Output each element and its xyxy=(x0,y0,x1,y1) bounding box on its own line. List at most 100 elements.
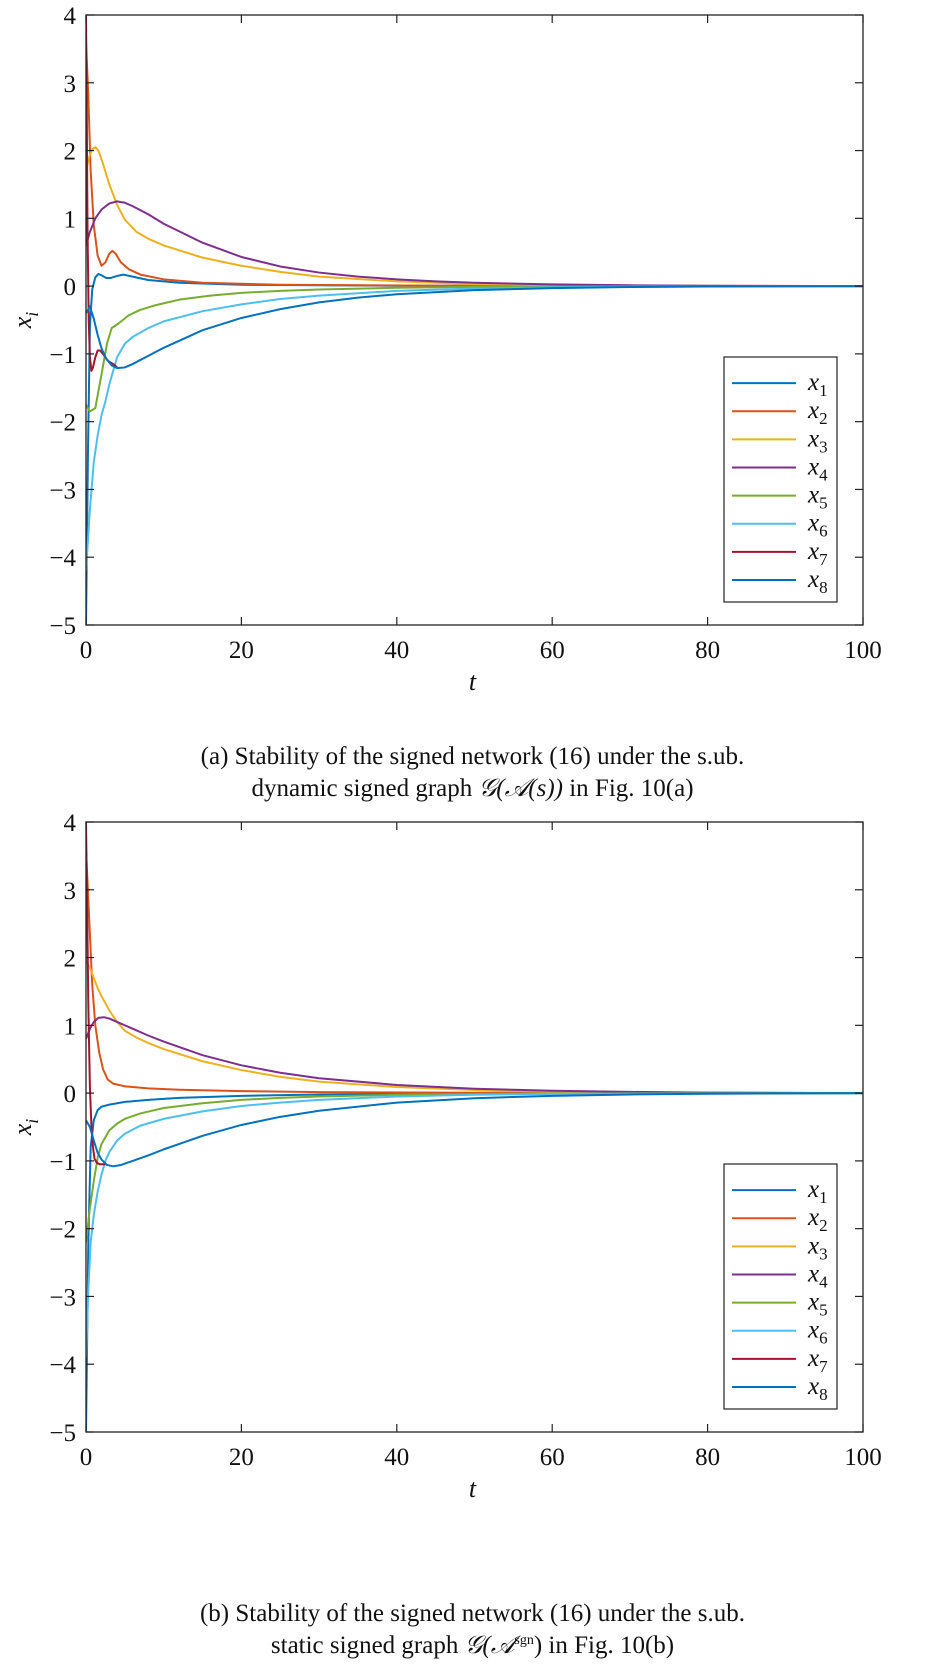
panel-a-legend-label-main: x xyxy=(807,538,819,565)
panel-a-ylabel: xi xyxy=(8,312,42,330)
panel-b-series-x6 xyxy=(86,1092,863,1358)
panel-b-legend-label-x5: x5 xyxy=(807,1289,828,1320)
panel-b-xtick-label: 40 xyxy=(384,1444,409,1471)
panel-b-legend-label-main: x xyxy=(807,1176,819,1203)
panel-b-axes-box xyxy=(85,821,864,1433)
panel-b-ytick-label: 1 xyxy=(64,1013,77,1040)
panel-b-xtick-label: 80 xyxy=(695,1444,720,1471)
caption-a-graph-symbol: 𝒢(𝒜(s)) xyxy=(478,775,563,802)
panel-b-legend-label-main: x xyxy=(807,1373,819,1400)
panel-b-legend-label-sub: 6 xyxy=(819,1329,828,1348)
panel-a-ytick-label: 1 xyxy=(64,206,77,233)
caption-b-graph-close: ) xyxy=(533,1632,543,1659)
panel-a-xlabel: t xyxy=(469,667,477,696)
panel-b-legend-label-x8: x8 xyxy=(807,1373,828,1404)
panel-a-series-x2 xyxy=(86,42,863,288)
caption-a-pre: dynamic signed graph xyxy=(251,775,479,802)
panel-b-ylabel: xi xyxy=(8,1119,42,1137)
panel-a-ytick-label: 0 xyxy=(64,274,77,301)
panel-b-legend-label-x7: x7 xyxy=(807,1345,828,1376)
panel-a-axes-box xyxy=(85,14,864,626)
panel-a-xtick-label: 40 xyxy=(384,637,409,664)
panel-a-legend-label-main: x xyxy=(807,510,819,537)
panel-b-series-group xyxy=(86,822,863,1432)
panel-a-ytick-label: −4 xyxy=(49,545,76,572)
panel-b-xlabel: t xyxy=(469,1474,477,1503)
panel-b-legend-label-main: x xyxy=(807,1289,819,1316)
panel-a-ytick-label: −3 xyxy=(49,477,76,504)
panel-b-legend-label-main: x xyxy=(807,1260,819,1287)
panel-b-legend-box xyxy=(723,1163,838,1410)
panel-b-ylabel-sub: i xyxy=(22,1119,42,1124)
panel-a-legend-label-sub: 7 xyxy=(819,550,828,569)
panel-b-legend-label-sub: 3 xyxy=(819,1244,828,1263)
panel-b-legend-label-main: x xyxy=(807,1317,819,1344)
panel-a-xtick-label: 60 xyxy=(540,637,565,664)
panel-b-legend-label-x6: x6 xyxy=(807,1317,828,1348)
panel-a-legend-label-main: x xyxy=(807,397,819,424)
panel-b-ytick-label: −1 xyxy=(49,1149,76,1176)
panel-a-ylabel-sub: i xyxy=(22,312,42,317)
panel-b-series-x7 xyxy=(86,822,107,1166)
panel-a-series-x4 xyxy=(86,200,863,288)
panel-a-legend-label-sub: 4 xyxy=(819,465,828,484)
panel-b-legend-label-x4: x4 xyxy=(807,1260,828,1291)
caption-a-post: in Fig. 10(a) xyxy=(562,775,694,802)
panel-b-ytick-label: 2 xyxy=(64,946,77,973)
panel-b-ylabel-main: x xyxy=(8,1123,37,1136)
panel-b-legend-label-x1: x1 xyxy=(807,1176,828,1207)
caption-b-line2: static signed graph 𝒢(𝒜sgn) in Fig. 10(b… xyxy=(0,1630,945,1662)
panel-a-legend-label-x3: x3 xyxy=(807,425,828,456)
panel-a-legend-label-x7: x7 xyxy=(807,538,828,569)
panel-b-legend-label-sub: 5 xyxy=(819,1301,828,1320)
panel-b-legend-label-main: x xyxy=(807,1204,819,1231)
caption-a: (a) Stability of the signed network (16)… xyxy=(0,741,945,805)
panel-a-legend-label-sub: 8 xyxy=(819,578,828,597)
panel-b-legend-label-sub: 2 xyxy=(819,1216,828,1235)
panel-b-legend-label-main: x xyxy=(807,1232,819,1259)
panel-b-chart: 0 20 40 60 80 100−5−4−3−2−101234txix1x2x3x4x5… xyxy=(8,810,882,1503)
panel-b-series-x4 xyxy=(86,1016,863,1095)
panel-a-legend-label-main: x xyxy=(807,425,819,452)
panel-a-legend-label-main: x xyxy=(807,453,819,480)
panel-a-series-x5 xyxy=(86,285,863,413)
panel-b-legend-label-sub: 4 xyxy=(819,1272,828,1291)
panel-b-legend-label-main: x xyxy=(807,1345,819,1372)
panel-b-legend-label-sub: 1 xyxy=(819,1188,828,1207)
panel-b-ytick-label: 3 xyxy=(64,878,77,905)
panel-b-xtick-label: 0 xyxy=(80,1444,93,1471)
panel-b-series-x3 xyxy=(86,960,863,1095)
panel-a-ytick-label: 3 xyxy=(64,71,77,98)
panel-a-xtick-label: 20 xyxy=(229,637,254,664)
panel-b-legend-label-x2: x2 xyxy=(807,1204,828,1235)
panel-a-chart: 0 20 40 60 80 100−5−4−3−2−101234txix1x2x3x4x5… xyxy=(8,3,882,696)
panel-b-ytick-label: −3 xyxy=(49,1284,76,1311)
panel-b-ytick-label: 0 xyxy=(64,1081,77,1108)
panel-a-legend-label-x2: x2 xyxy=(807,397,828,428)
panel-a-xtick-label: 80 xyxy=(695,637,720,664)
panel-a-legend-label-x5: x5 xyxy=(807,482,828,513)
caption-b-pre: static signed graph xyxy=(270,1632,465,1659)
panel-b-legend-label-x3: x3 xyxy=(807,1232,828,1263)
panel-a-ytick-label: −2 xyxy=(49,410,76,437)
panel-a-series-x6 xyxy=(86,285,863,571)
caption-b-graph-symbol: 𝒢(𝒜 xyxy=(464,1632,515,1659)
panel-b-legend-label-sub: 7 xyxy=(819,1357,828,1376)
panel-a-legend-label-x4: x4 xyxy=(807,453,828,484)
panel-b-legend-label-sub: 8 xyxy=(819,1385,828,1404)
panel-a-legend-label-sub: 3 xyxy=(819,437,828,456)
panel-a-legend-label-sub: 6 xyxy=(819,522,828,541)
panel-a-xtick-label: 100 xyxy=(844,637,882,664)
panel-b-xtick-label: 60 xyxy=(540,1444,565,1471)
panel-a-legend-label-sub: 1 xyxy=(819,381,828,400)
panel-a-ytick-label: −1 xyxy=(49,342,76,369)
panel-a-legend-label-main: x xyxy=(807,566,819,593)
panel-a-series-group xyxy=(86,15,863,625)
panel-a-ytick-label: 2 xyxy=(64,139,77,166)
caption-b-post: in Fig. 10(b) xyxy=(542,1632,675,1659)
panel-a-series-x8 xyxy=(86,285,863,370)
panel-b-ytick-label: −5 xyxy=(49,1420,76,1447)
panel-b-ytick-label: −4 xyxy=(49,1352,76,1379)
